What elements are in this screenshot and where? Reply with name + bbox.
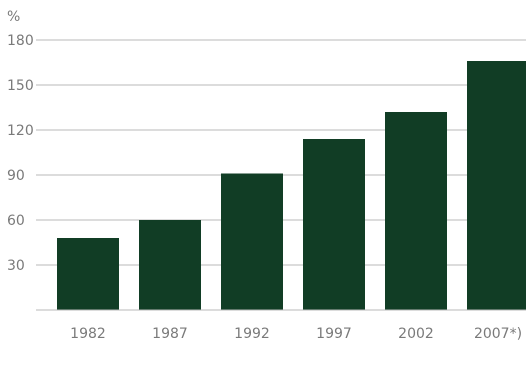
x-tick-label-2002: 2002 bbox=[398, 326, 434, 342]
x-tick-label-1997: 1997 bbox=[316, 326, 352, 342]
x-tick-label-1987: 1987 bbox=[152, 326, 188, 342]
bar-2002 bbox=[385, 112, 447, 310]
x-tick-label-1992: 1992 bbox=[234, 326, 270, 342]
bars bbox=[57, 61, 526, 310]
y-tick-label-150: 150 bbox=[7, 78, 34, 94]
y-tick-label-30: 30 bbox=[7, 258, 25, 274]
x-tick-label-1982: 1982 bbox=[70, 326, 106, 342]
bar-1987 bbox=[139, 220, 201, 310]
bar-1997 bbox=[303, 139, 365, 310]
bar-1992 bbox=[221, 173, 283, 310]
y-tick-label-60: 60 bbox=[7, 213, 25, 229]
y-tick-label-90: 90 bbox=[7, 168, 25, 184]
x-tick-labels: 1982 1987 1992 1997 2002 2007*) bbox=[70, 326, 522, 342]
bar-1982 bbox=[57, 238, 119, 310]
y-tick-label-120: 120 bbox=[7, 123, 34, 139]
bar-2007 bbox=[467, 61, 526, 310]
y-tick-labels: 30 60 90 120 150 180 bbox=[7, 33, 34, 274]
x-tick-label-2007: 2007*) bbox=[474, 326, 522, 342]
y-axis-unit: % bbox=[7, 9, 20, 25]
y-tick-label-180: 180 bbox=[7, 33, 34, 49]
